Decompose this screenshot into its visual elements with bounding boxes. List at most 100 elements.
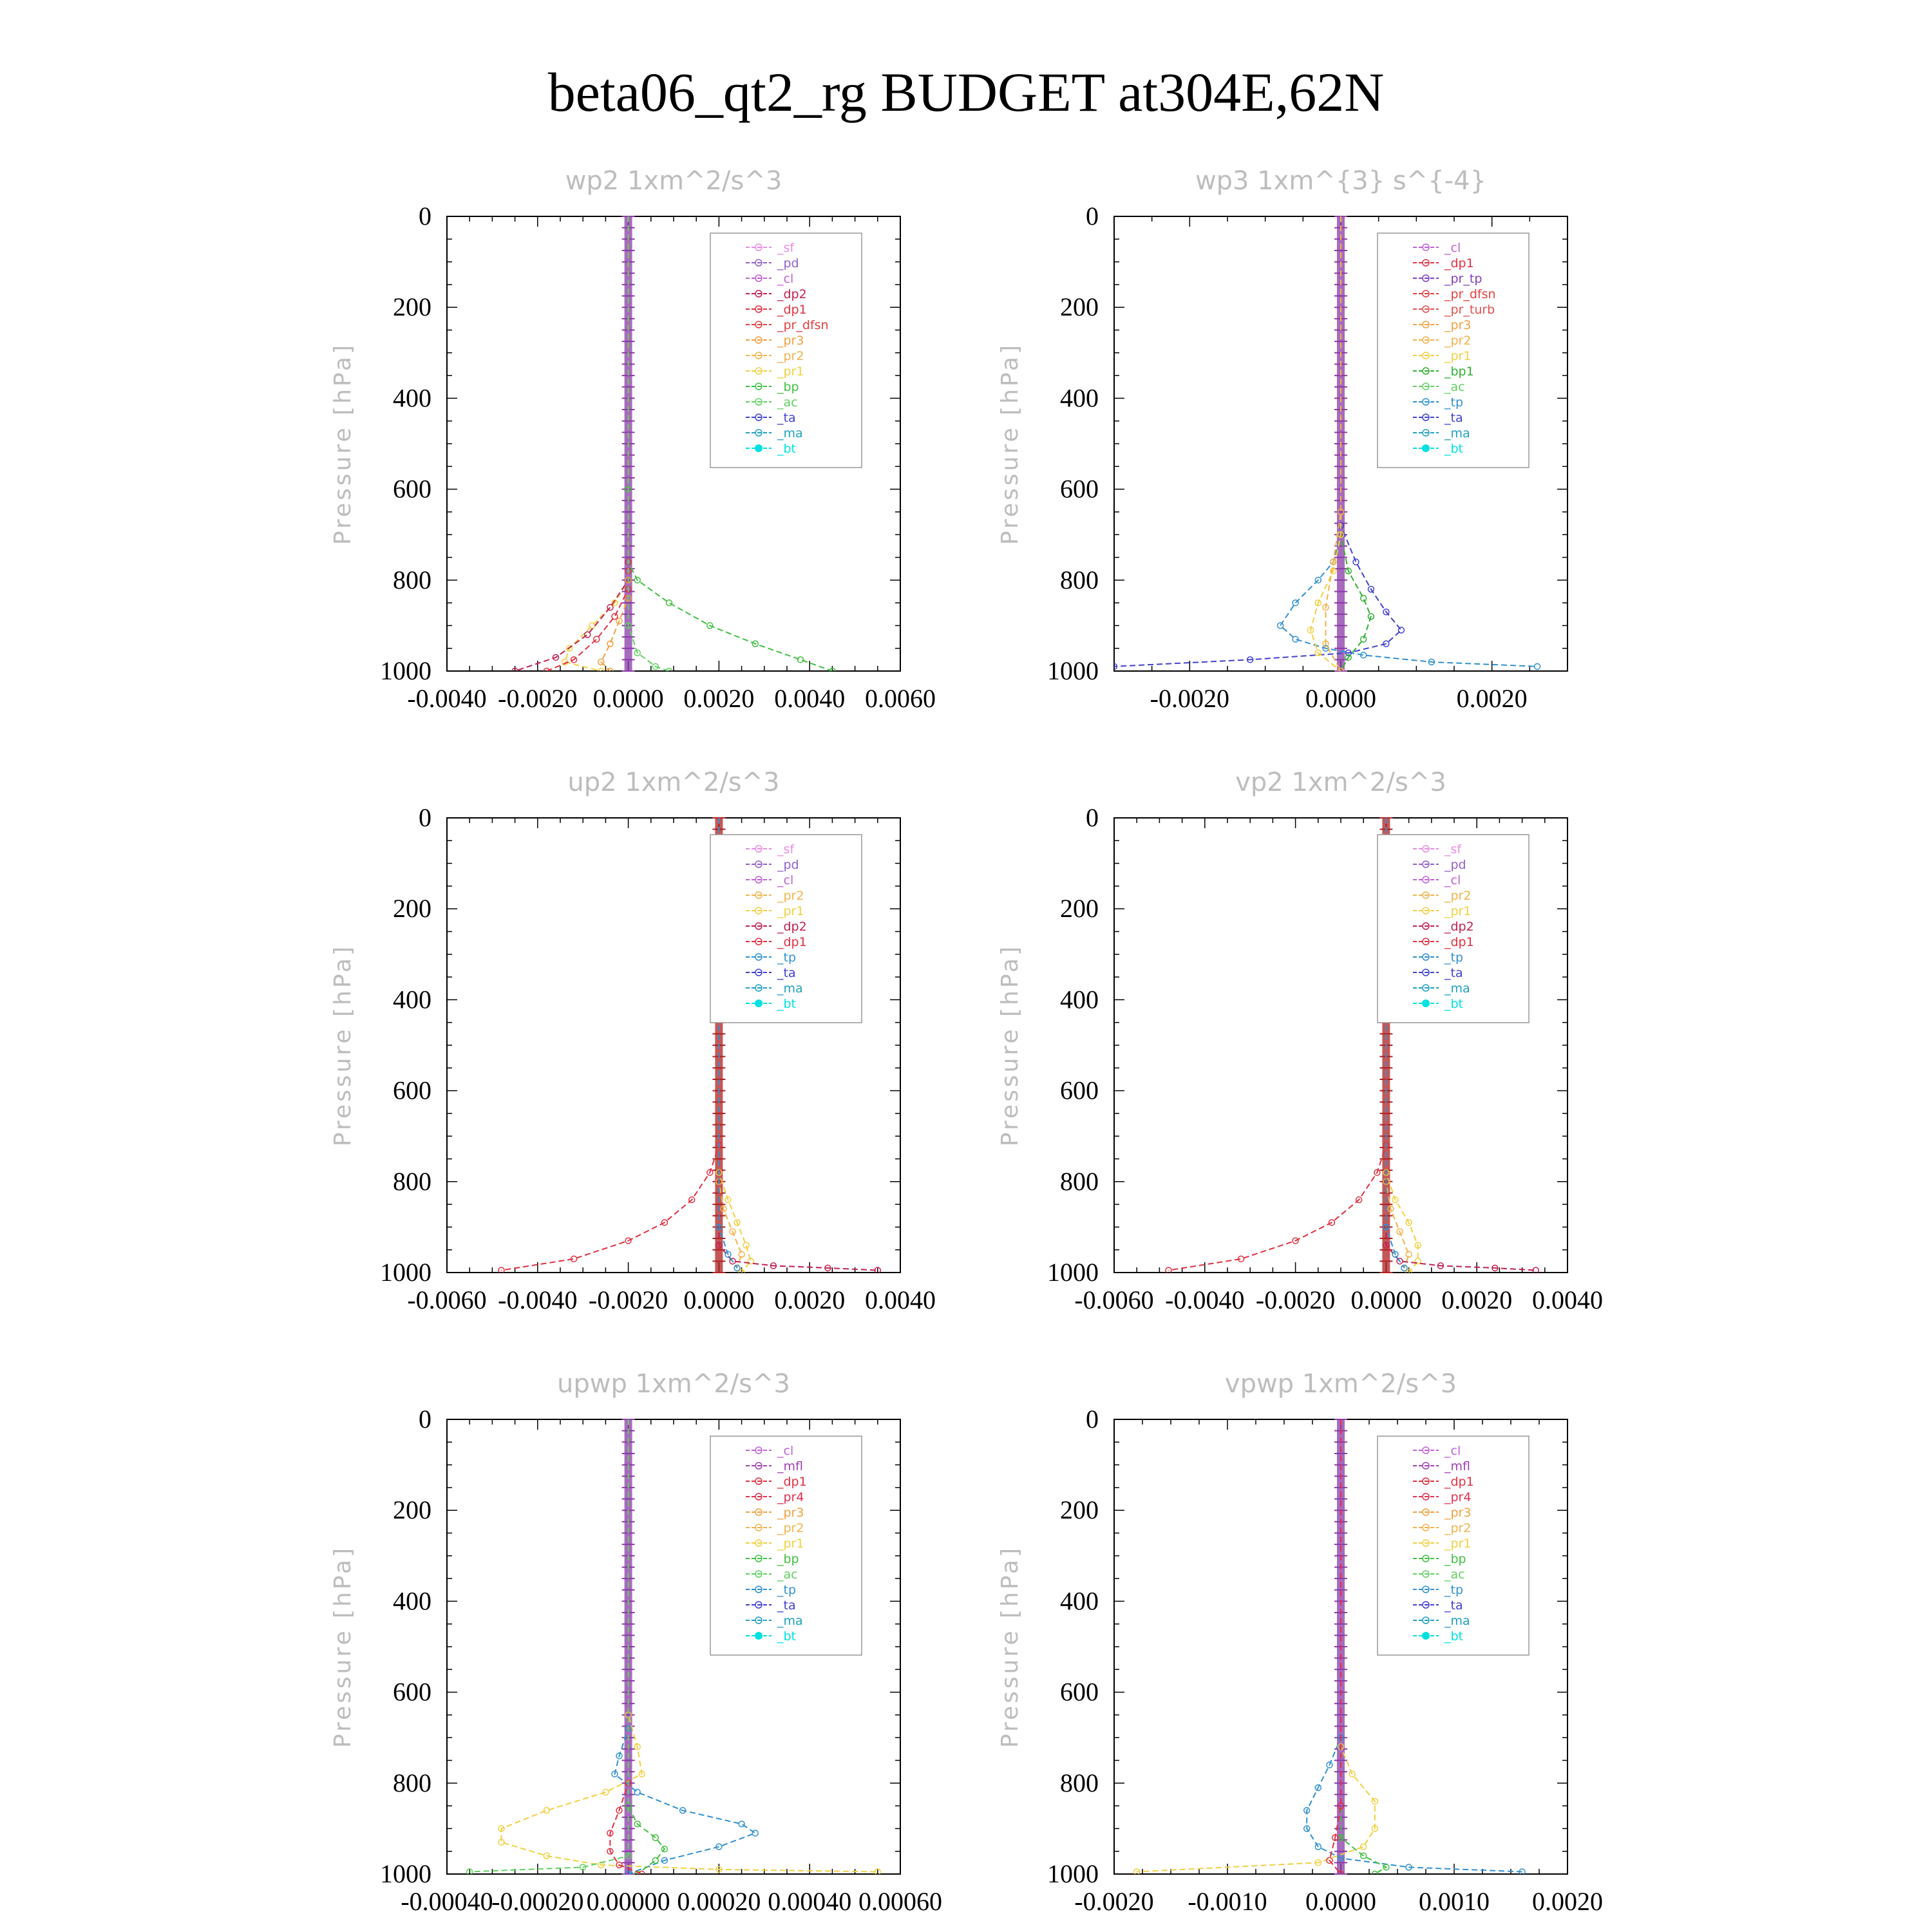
- series-point: [1314, 1843, 1322, 1850]
- series-point: [1383, 1864, 1390, 1871]
- series-point: [1307, 627, 1314, 634]
- legend-marker: [1422, 444, 1430, 452]
- y-tick-label: 400: [393, 985, 431, 1014]
- legend-marker: [1422, 321, 1430, 328]
- legend-marker: [755, 1632, 762, 1640]
- series-point: [1383, 608, 1390, 616]
- legend-marker: [755, 336, 762, 344]
- legend: _sf_pd _cl_dp2 _dp1_pr_dfsn _pr3_pr2 _pr1_bp…: [710, 232, 862, 468]
- legend-marker: [1422, 860, 1430, 868]
- series-point: [1314, 1859, 1322, 1866]
- legend-label: _ac: [777, 395, 798, 410]
- legend-marker: [755, 274, 762, 282]
- series-point: [738, 1251, 745, 1258]
- x-tick-label: -0.0060: [1074, 1285, 1153, 1314]
- series-point: [1337, 1802, 1345, 1810]
- legend-marker: [755, 444, 762, 452]
- x-tick-label: 0.0040: [865, 1285, 936, 1314]
- series-point: [498, 1267, 505, 1273]
- y-tick-label: 800: [1060, 565, 1099, 594]
- x-tick-label: 0.00060: [858, 1887, 942, 1916]
- series-point: [824, 1264, 831, 1272]
- series-point: [1371, 1870, 1379, 1874]
- series-point: [734, 1264, 741, 1272]
- series-point: [797, 656, 804, 663]
- legend-marker: [1422, 1508, 1430, 1516]
- legend: _cl_mfl_dp1_pr4_pr3_pr2_pr1_bp_ac_tp_ta_…: [1377, 1435, 1530, 1656]
- series-point: [543, 667, 551, 671]
- y-tick-label: 600: [393, 1076, 431, 1105]
- series-point: [570, 1255, 578, 1263]
- legend-label: _ac: [1444, 380, 1465, 394]
- legend-label: _pd: [1444, 858, 1466, 872]
- series-point: [607, 1830, 614, 1837]
- y-tick-label: 1000: [1047, 1258, 1099, 1287]
- legend-label: _cl: [777, 272, 793, 286]
- y-tick-label: 0: [1086, 202, 1099, 231]
- legend-marker: [1422, 1616, 1430, 1624]
- legend-marker: [755, 352, 762, 359]
- x-tick-label: -0.0010: [1188, 1887, 1267, 1916]
- series-point: [1303, 1806, 1311, 1814]
- series-point: [602, 1788, 609, 1796]
- legend-label: _dp2: [777, 287, 807, 301]
- legend-label: _pr1: [777, 904, 804, 918]
- series-line-tp: [718, 818, 738, 1269]
- y-tick-label: 600: [1060, 1678, 1099, 1707]
- legend-label: _ma: [1444, 426, 1470, 440]
- series-point: [720, 1205, 727, 1213]
- series-point: [1492, 1264, 1499, 1272]
- legend-marker: [1422, 305, 1430, 313]
- series-point: [1405, 1864, 1412, 1871]
- legend-marker: [1422, 907, 1430, 914]
- series-point: [665, 599, 673, 607]
- series-point: [729, 1228, 736, 1235]
- legend-label: _cl: [777, 1444, 793, 1458]
- legend-marker: [755, 1446, 762, 1454]
- legend-label: _ma: [777, 426, 803, 440]
- series-point: [634, 649, 641, 657]
- x-tick-label: 0.0000: [1305, 1887, 1376, 1916]
- legend-label: _bt: [1444, 1629, 1463, 1643]
- x-tick-label: 0.00000: [587, 1887, 670, 1916]
- legend-marker: [1422, 969, 1430, 976]
- series-point: [1405, 1251, 1412, 1258]
- panel-6: vpwp 1xm^2/s^3 Pressure [hPa] 0 200 400 600 80…: [997, 1369, 1603, 1916]
- series-point: [1405, 1219, 1412, 1226]
- series-point: [607, 640, 614, 647]
- legend-marker: [755, 290, 762, 298]
- series-line-ta: [1114, 216, 1403, 667]
- y-tick-label: 200: [393, 894, 431, 923]
- legend-label: _pr_tp: [1444, 272, 1482, 286]
- legend-label: _pr4: [777, 1490, 804, 1504]
- series-point: [738, 1269, 745, 1273]
- y-tick-label: 0: [419, 1405, 431, 1434]
- series-point: [1532, 1267, 1539, 1273]
- series-point: [706, 1169, 714, 1176]
- series-point: [1345, 567, 1352, 574]
- legend-label: _pr1: [1444, 904, 1471, 918]
- legend-marker: [755, 413, 762, 421]
- legend-marker: [1422, 259, 1430, 267]
- series-point: [634, 1788, 641, 1796]
- series-point: [1337, 667, 1345, 671]
- legend-marker: [755, 1616, 762, 1624]
- y-tick-label: 200: [393, 1495, 431, 1524]
- series-point: [625, 1852, 632, 1860]
- legend-label: _pd: [777, 256, 799, 270]
- series-point: [593, 636, 600, 643]
- series-point: [634, 1870, 641, 1874]
- legend-marker: [755, 1570, 762, 1578]
- series-point: [1359, 1843, 1367, 1850]
- x-tick-label: -0.0060: [407, 1285, 486, 1314]
- legend-label: _sf: [777, 842, 795, 857]
- legend-label: _pr4: [1444, 1490, 1471, 1504]
- legend-label: _pr2: [777, 1521, 804, 1535]
- legend-marker: [1422, 243, 1430, 251]
- series-point: [583, 631, 591, 638]
- series-point: [874, 1868, 882, 1874]
- legend-marker: [755, 969, 762, 976]
- series-point: [829, 667, 836, 671]
- y-axis-label: Pressure [hPa]: [330, 944, 356, 1146]
